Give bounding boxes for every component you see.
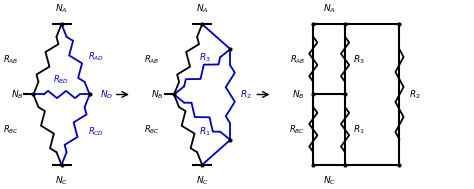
- Text: $R_2$: $R_2$: [410, 88, 421, 101]
- Text: $N_B$: $N_B$: [292, 88, 305, 101]
- Text: $R_2$: $R_2$: [240, 88, 252, 101]
- Text: $R_{BD}$: $R_{BD}$: [54, 74, 70, 86]
- Text: $N_C$: $N_C$: [196, 174, 209, 187]
- Text: $N_B$: $N_B$: [11, 88, 23, 101]
- Text: $R_{AB}$: $R_{AB}$: [290, 53, 305, 66]
- Text: $N_D$: $N_D$: [100, 88, 113, 101]
- Text: $R_1$: $R_1$: [353, 123, 365, 136]
- Text: $N_B$: $N_B$: [151, 88, 164, 101]
- Text: $R_{AB}$: $R_{AB}$: [144, 53, 160, 66]
- Text: $N_A$: $N_A$: [323, 2, 336, 15]
- Text: $R_{BC}$: $R_{BC}$: [289, 123, 305, 136]
- Text: $R_{CD}$: $R_{CD}$: [88, 126, 104, 138]
- Text: $N_C$: $N_C$: [55, 174, 68, 187]
- Text: $R_1$: $R_1$: [199, 125, 210, 138]
- Text: $R_{BC}$: $R_{BC}$: [3, 123, 19, 136]
- Text: $R_{AD}$: $R_{AD}$: [88, 51, 104, 63]
- Text: $R_3$: $R_3$: [199, 51, 210, 64]
- Text: $N_A$: $N_A$: [55, 2, 68, 15]
- Text: $N_C$: $N_C$: [323, 174, 336, 187]
- Text: $N_A$: $N_A$: [196, 2, 209, 15]
- Text: $R_3$: $R_3$: [353, 53, 365, 66]
- Text: $R_{BC}$: $R_{BC}$: [144, 123, 160, 136]
- Text: $R_{AB}$: $R_{AB}$: [3, 53, 19, 66]
